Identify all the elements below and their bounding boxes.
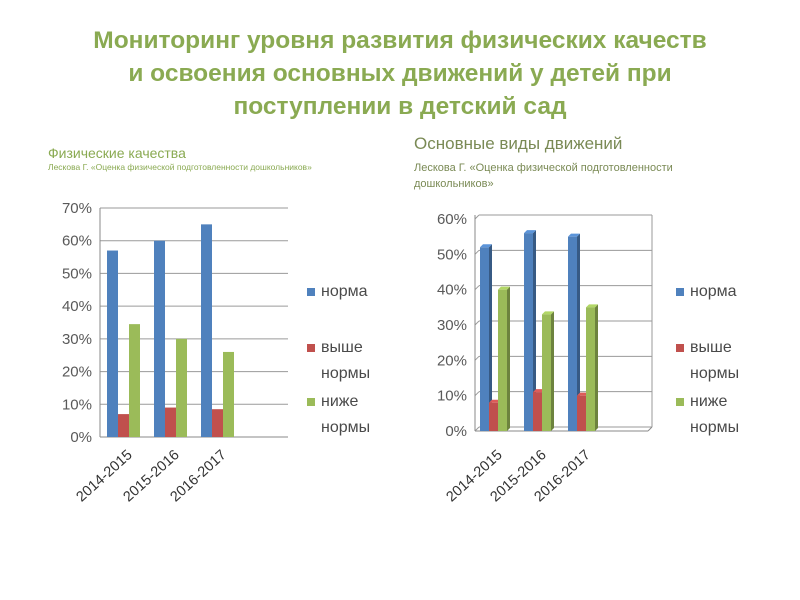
right-bar (577, 395, 586, 431)
right-bar-top (542, 311, 554, 315)
right-bar-chart: 0%10%20%30%40%50%60%2014-20152015-201620… (437, 211, 739, 505)
left-y-tick-label: 30% (62, 331, 92, 348)
right-grid-depth (474, 285, 480, 291)
page-title-line-2: и освоения основных движений у детей при (128, 60, 672, 87)
right-bar-top (498, 286, 510, 290)
page-title-line-3: поступлении в детский сад (233, 93, 567, 120)
right-bar-top (586, 304, 598, 308)
left-bar (129, 324, 140, 437)
left-legend-label: выше (321, 339, 363, 356)
right-bar-top (480, 244, 492, 248)
left-y-tick-label: 0% (70, 429, 92, 446)
left-y-tick-label: 10% (62, 396, 92, 413)
left-chart-title: Физические качества (48, 145, 186, 161)
right-grid-depth (474, 391, 480, 397)
right-grid-depth (474, 249, 480, 255)
right-bar (586, 307, 595, 431)
right-chart-subtitle: Лескова Г. «Оценка физической подготовле… (414, 162, 673, 190)
right-legend-label: нормы (690, 419, 739, 436)
right-grid-depth (474, 426, 480, 432)
right-bar-side (577, 233, 580, 431)
left-bar (107, 250, 118, 437)
right-legend-label: выше (690, 339, 732, 356)
right-bar (498, 289, 507, 431)
right-legend-swatch (676, 344, 684, 352)
right-bar (568, 236, 577, 431)
page-title-line-1: Мониторинг уровня развития физических ка… (93, 27, 707, 54)
right-grid-depth (474, 320, 480, 326)
right-legend-label: ниже (690, 393, 727, 410)
right-legend-label: нормы (690, 365, 739, 382)
left-bar-chart: 0%10%20%30%40%50%60%70%2014-20152015-201… (62, 200, 370, 505)
right-y-tick-label: 30% (437, 317, 467, 334)
left-bar (154, 240, 165, 437)
left-y-tick-label: 60% (62, 233, 92, 250)
left-bar (223, 351, 234, 437)
right-bar (524, 233, 533, 431)
right-bar-side (551, 311, 554, 431)
right-bar (533, 392, 542, 431)
right-chart-title: Основные виды движений (414, 134, 623, 153)
left-bar (165, 407, 176, 437)
right-y-tick-label: 20% (437, 352, 467, 369)
right-y-tick-label: 40% (437, 282, 467, 299)
left-chart-subtitle: Лескова Г. «Оценка физической подготовле… (48, 162, 312, 172)
right-bar-top (524, 230, 536, 234)
left-legend-swatch (307, 344, 315, 352)
right-x-axis-depth (647, 426, 653, 432)
right-grid-depth (474, 214, 480, 220)
left-bar (118, 414, 129, 437)
right-bar (489, 402, 498, 431)
right-y-tick-label: 50% (437, 246, 467, 263)
right-y-tick-label: 0% (445, 423, 467, 440)
right-grid-depth (474, 355, 480, 361)
left-bar (212, 409, 223, 437)
right-bar (480, 247, 489, 431)
left-legend-label: норма (321, 283, 368, 300)
page-title: Мониторинг уровня развития физических ка… (20, 24, 780, 123)
left-y-tick-label: 70% (62, 200, 92, 217)
left-legend-swatch (307, 398, 315, 406)
left-bar (176, 338, 187, 437)
right-y-tick-label: 10% (437, 388, 467, 405)
right-bar-side (533, 230, 536, 431)
left-legend-label: нормы (321, 365, 370, 382)
left-bar (201, 224, 212, 437)
left-y-tick-label: 20% (62, 364, 92, 381)
left-legend-label: нормы (321, 419, 370, 436)
right-bar-side (595, 304, 598, 431)
right-bar-side (507, 286, 510, 431)
right-bar (542, 314, 551, 431)
right-bar-top (568, 233, 580, 237)
left-legend-swatch (307, 288, 315, 296)
left-legend-label: ниже (321, 393, 358, 410)
right-legend-swatch (676, 398, 684, 406)
right-legend-swatch (676, 288, 684, 296)
right-y-tick-label: 60% (437, 211, 467, 228)
left-y-tick-label: 40% (62, 298, 92, 315)
right-bar-side (489, 244, 492, 431)
left-y-tick-label: 50% (62, 265, 92, 282)
right-legend-label: норма (690, 283, 737, 300)
